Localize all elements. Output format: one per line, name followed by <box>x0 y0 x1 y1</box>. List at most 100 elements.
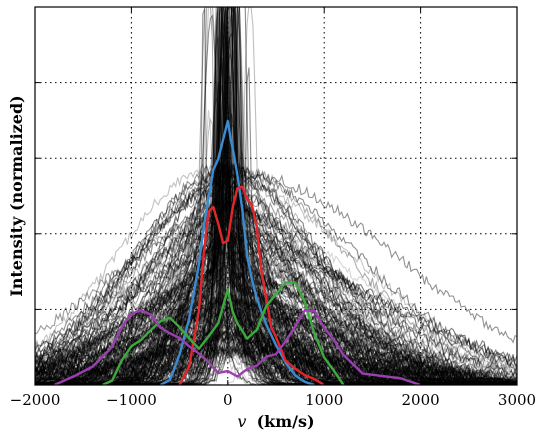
background-profile-line <box>35 75 517 385</box>
background-profile-line <box>35 7 517 385</box>
background-profile-line <box>35 7 517 385</box>
background-profile-line <box>35 160 517 383</box>
background-profile-line <box>35 163 517 385</box>
background-profile-line <box>35 7 517 385</box>
background-profile-line <box>35 300 517 379</box>
background-profile-line <box>35 8 517 385</box>
background-profile-line <box>35 201 517 385</box>
background-profile-line <box>35 174 517 371</box>
highlighted-series <box>53 119 421 385</box>
axis-ticks <box>34 6 518 386</box>
background-profile-line <box>35 228 517 384</box>
background-profile-line <box>35 217 517 385</box>
background-profile-line <box>35 241 517 385</box>
background-profile-line <box>35 340 517 385</box>
background-profile-line <box>35 237 517 368</box>
background-profile-line <box>35 31 517 385</box>
series-line-3 <box>102 281 345 385</box>
background-profile-line <box>35 165 517 370</box>
background-profile-line <box>35 192 517 383</box>
x-tick-labels: −2000 −1000 0 1000 2000 3000 <box>10 391 536 409</box>
background-profile-line <box>35 245 517 366</box>
background-profile-line <box>35 293 517 385</box>
plot-frame <box>34 6 518 386</box>
background-profile-line <box>35 211 517 385</box>
background-profile-line <box>35 167 517 356</box>
background-profile-line <box>35 340 517 385</box>
background-profile-line <box>35 104 517 385</box>
background-profile-line <box>35 271 517 385</box>
background-profile-line <box>35 7 517 385</box>
x-tick-label: 0 <box>223 391 233 409</box>
background-profile-line <box>35 37 517 385</box>
background-profile-line <box>35 7 517 385</box>
background-profile-line <box>35 7 517 385</box>
background-profile-line <box>35 7 517 385</box>
background-profile-line <box>35 309 517 385</box>
background-profile-line <box>35 308 517 385</box>
background-profile-line <box>35 163 517 385</box>
background-profile-line <box>35 184 517 385</box>
background-profile-line <box>35 97 517 385</box>
background-profile-line <box>35 7 517 385</box>
background-profile-line <box>35 292 517 383</box>
x-axis-label-symbol: v <box>237 412 246 431</box>
background-profile-line <box>35 7 517 385</box>
background-profile-line <box>35 7 517 385</box>
background-profile-line <box>35 32 517 385</box>
background-profile-line <box>35 250 517 385</box>
background-profile-line <box>35 113 517 384</box>
background-profile-line <box>35 184 517 385</box>
background-profile-line <box>35 258 517 385</box>
background-profile-line <box>35 209 517 385</box>
background-profile-line <box>35 98 517 384</box>
background-profile-line <box>35 254 517 382</box>
background-profile-line <box>35 228 517 385</box>
background-profile-line <box>35 7 517 385</box>
x-tick-label: −2000 <box>10 391 61 409</box>
background-profile-line <box>35 218 517 385</box>
x-tick-label: 3000 <box>498 391 536 409</box>
background-profile-line <box>35 7 517 385</box>
background-profile-line <box>35 258 517 385</box>
background-profile-line <box>35 202 517 384</box>
background-profile-line <box>35 24 517 385</box>
background-profile-line <box>35 233 517 385</box>
background-profile-line <box>35 159 517 385</box>
background-profile-line <box>35 196 517 385</box>
series-line-1 <box>159 119 315 385</box>
background-profile-ensemble <box>35 7 517 385</box>
background-profile-line <box>35 230 517 381</box>
background-profile-line <box>35 244 517 385</box>
background-profile-line <box>35 162 517 385</box>
background-profile-line <box>35 98 517 385</box>
background-profile-line <box>35 162 517 385</box>
background-profile-line <box>35 7 517 385</box>
series-line-4 <box>53 309 421 385</box>
background-profile-line <box>35 174 517 385</box>
background-profile-line <box>35 176 517 385</box>
background-profile-line <box>35 183 517 385</box>
background-profile-line <box>35 204 517 382</box>
y-axis-label: Intensity (normalized) <box>7 95 26 296</box>
background-profile-line <box>35 7 517 384</box>
background-profile-line <box>35 335 517 385</box>
background-profile-line <box>35 291 517 385</box>
x-axis-label-unit: (km/s) <box>257 412 315 431</box>
background-profile-line <box>35 278 517 385</box>
x-tick-label: 1000 <box>305 391 343 409</box>
background-profile-line <box>35 7 517 385</box>
background-profile-line <box>35 112 517 385</box>
background-profile-line <box>35 7 517 376</box>
background-profile-line <box>35 207 517 385</box>
x-tick-label: 2000 <box>402 391 440 409</box>
background-profile-line <box>35 7 517 385</box>
x-tick-label: −1000 <box>106 391 157 409</box>
background-profile-line <box>35 7 517 385</box>
background-profile-line <box>35 7 517 383</box>
series-line-2 <box>178 185 325 385</box>
background-profile-line <box>35 140 517 385</box>
background-profile-line <box>35 7 517 385</box>
background-profile-line <box>35 229 517 372</box>
